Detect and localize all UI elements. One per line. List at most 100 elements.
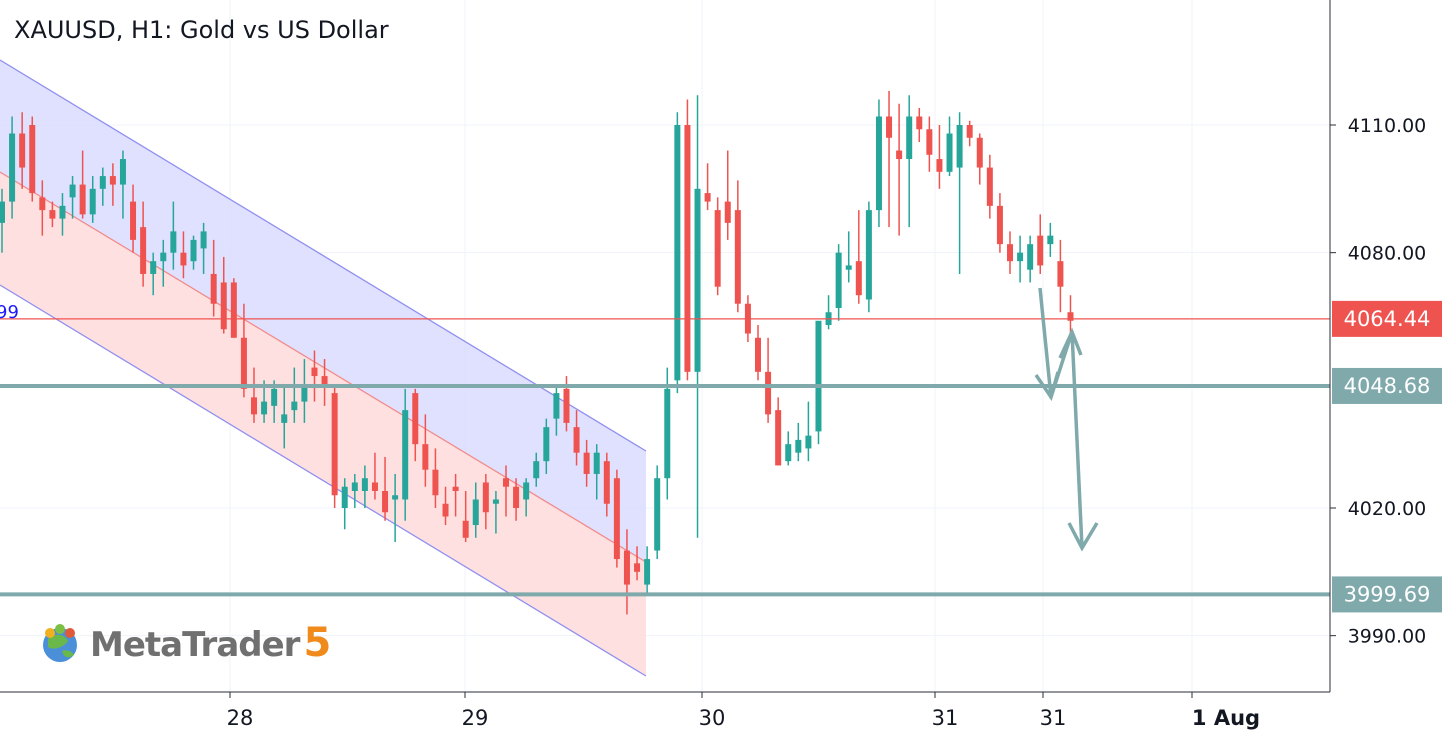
- candle-bear: [79, 184, 86, 215]
- candle-bear: [412, 393, 419, 445]
- y-tick-label: 4110.00: [1348, 115, 1427, 137]
- x-tick-label: 28: [227, 706, 254, 730]
- candle-bear: [855, 261, 862, 296]
- candle-bear: [704, 193, 711, 202]
- metatrader-logo: MetaTrader 5: [38, 620, 331, 666]
- level-price-label: 4048.68: [1344, 374, 1431, 398]
- candle-bear: [39, 197, 46, 211]
- candle-bear: [573, 427, 580, 453]
- candle-bull: [0, 201, 5, 223]
- candle-bull: [593, 452, 600, 474]
- x-tick-label: 29: [462, 706, 489, 730]
- candle-bull: [200, 231, 207, 249]
- level-price-label: 3999.69: [1344, 582, 1431, 606]
- candle-bear: [130, 201, 137, 240]
- channel-lower-line: [0, 284, 647, 677]
- candle-bull: [392, 495, 399, 500]
- candle-bull: [150, 261, 157, 274]
- candle-bear: [432, 469, 439, 496]
- candle-bear: [230, 282, 237, 338]
- projection-arrows: [1034, 287, 1099, 552]
- candle-bull: [89, 188, 96, 215]
- current-price-label: 4064.44: [1344, 307, 1431, 331]
- x-tick-label: 1 Aug: [1192, 706, 1260, 730]
- candle-bear: [513, 486, 520, 508]
- arrowhead-3: [1067, 522, 1099, 552]
- candle-bull: [271, 388, 278, 406]
- candle-bear: [1057, 261, 1064, 287]
- candle-bear: [563, 388, 570, 423]
- candle-bear: [986, 167, 993, 206]
- regression-channel: [0, 59, 647, 677]
- candle-bull: [99, 176, 106, 189]
- edge-label: 99: [0, 302, 19, 323]
- y-tick-label: 4080.00: [1348, 243, 1427, 265]
- candle-bear: [886, 116, 893, 138]
- x-tick-label: 31: [932, 706, 959, 730]
- candle-bull: [190, 239, 197, 262]
- candle-bull: [835, 252, 842, 308]
- channel-lower-fill: [0, 172, 646, 676]
- candle-bull: [946, 133, 953, 172]
- arrowhead-1: [1034, 371, 1060, 402]
- logo-brand: MetaTrader 5: [90, 620, 331, 666]
- candle-bear: [936, 159, 943, 172]
- level-price-tag: [1332, 576, 1442, 613]
- candle-bear: [765, 371, 772, 415]
- candle-bear: [896, 150, 903, 160]
- candle-bear: [603, 461, 610, 504]
- candle-bear: [210, 273, 217, 304]
- candle-bear: [382, 490, 389, 513]
- candles: [0, 90, 1074, 615]
- candle-bull: [170, 231, 177, 253]
- x-tick-label: 30: [699, 706, 726, 730]
- candle-bear: [613, 478, 620, 560]
- candle-bear: [371, 482, 378, 491]
- candle-bull: [654, 478, 661, 551]
- candle-bull: [9, 133, 16, 202]
- channel-upper-fill: [0, 60, 646, 562]
- candle-bear: [734, 210, 741, 304]
- candle-bear: [452, 486, 459, 491]
- candle-bear: [442, 503, 449, 517]
- candle-bull: [1047, 235, 1054, 245]
- x-tick-label: 31: [1040, 706, 1067, 730]
- candle-bear: [331, 393, 338, 496]
- candle-bull: [523, 482, 530, 500]
- candle-bear: [462, 520, 469, 538]
- candle-bear: [29, 125, 36, 194]
- candle-bull: [341, 486, 348, 508]
- candle-bull: [1027, 244, 1034, 270]
- candle-bull: [674, 125, 681, 381]
- candle-bear: [422, 444, 429, 470]
- candle-bear: [321, 376, 328, 385]
- candle-bear: [1007, 244, 1013, 262]
- candle-bull: [815, 320, 822, 432]
- candle-bull: [664, 388, 671, 479]
- candle-bull: [694, 188, 701, 372]
- candle-bear: [714, 210, 721, 287]
- candle-bear: [180, 252, 187, 266]
- candle-bull: [795, 439, 802, 453]
- candle-bear: [755, 337, 761, 372]
- candle-bear: [109, 176, 116, 185]
- candle-bull: [956, 125, 963, 168]
- arrowhead-2: [1058, 327, 1083, 359]
- candle-bear: [926, 129, 933, 155]
- candle-bear: [583, 452, 590, 474]
- candle-bear: [49, 210, 56, 219]
- candle-bear: [240, 337, 247, 389]
- candle-bull: [805, 435, 812, 449]
- candle-bear: [996, 205, 1003, 245]
- candle-bull: [1017, 252, 1024, 262]
- candle-bull: [543, 427, 550, 462]
- candle-bear: [140, 227, 147, 274]
- candle-bull: [865, 210, 872, 300]
- candle-bear: [634, 563, 641, 572]
- candle-bull: [281, 414, 288, 423]
- candle-bull: [492, 499, 499, 504]
- candle-bull: [472, 499, 479, 526]
- candle-bull: [402, 410, 409, 500]
- candle-bull: [291, 401, 298, 411]
